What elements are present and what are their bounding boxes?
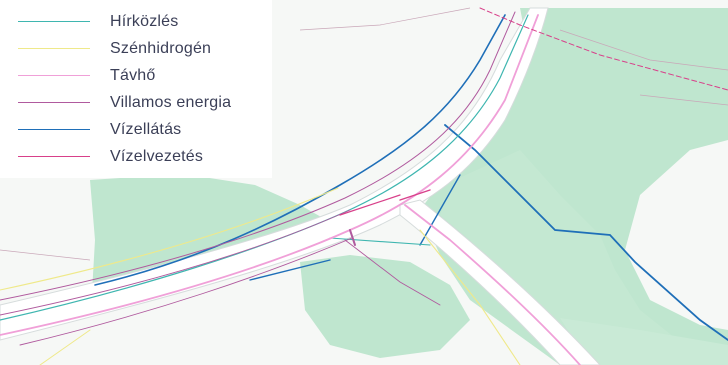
legend-swatch	[18, 102, 90, 103]
legend-label: Vízellátás	[110, 120, 182, 138]
legend-item-tavho: Távhő	[0, 62, 272, 89]
legend-label: Hírközlés	[110, 12, 179, 30]
vizellatas-branch	[444, 124, 728, 341]
legend-swatch	[18, 75, 90, 76]
vizellatas-line	[94, 14, 506, 286]
legend-item-vizelvezetes: Vízelvezetés	[0, 143, 272, 170]
legend-item-hirkozles: Hírközlés	[0, 8, 272, 35]
map-legend: Hírközlés Szénhidrogén Távhő Villamos en…	[0, 0, 272, 178]
legend-label: Vízelvezetés	[110, 147, 204, 165]
legend-item-vizellatas: Vízellátás	[0, 116, 272, 143]
legend-label: Villamos energia	[110, 93, 232, 111]
vegetation-areas	[90, 8, 728, 365]
parcel-lines	[0, 7, 728, 261]
legend-swatch	[18, 156, 90, 157]
legend-item-villamos-energia: Villamos energia	[0, 89, 272, 116]
legend-swatch	[18, 48, 90, 49]
legend-swatch	[18, 129, 90, 130]
legend-item-szenhidrogen: Szénhidrogén	[0, 35, 272, 62]
legend-label: Szénhidrogén	[110, 39, 212, 57]
legend-label: Távhő	[110, 66, 156, 84]
legend-swatch	[18, 21, 90, 22]
utility-lines	[0, 7, 728, 365]
